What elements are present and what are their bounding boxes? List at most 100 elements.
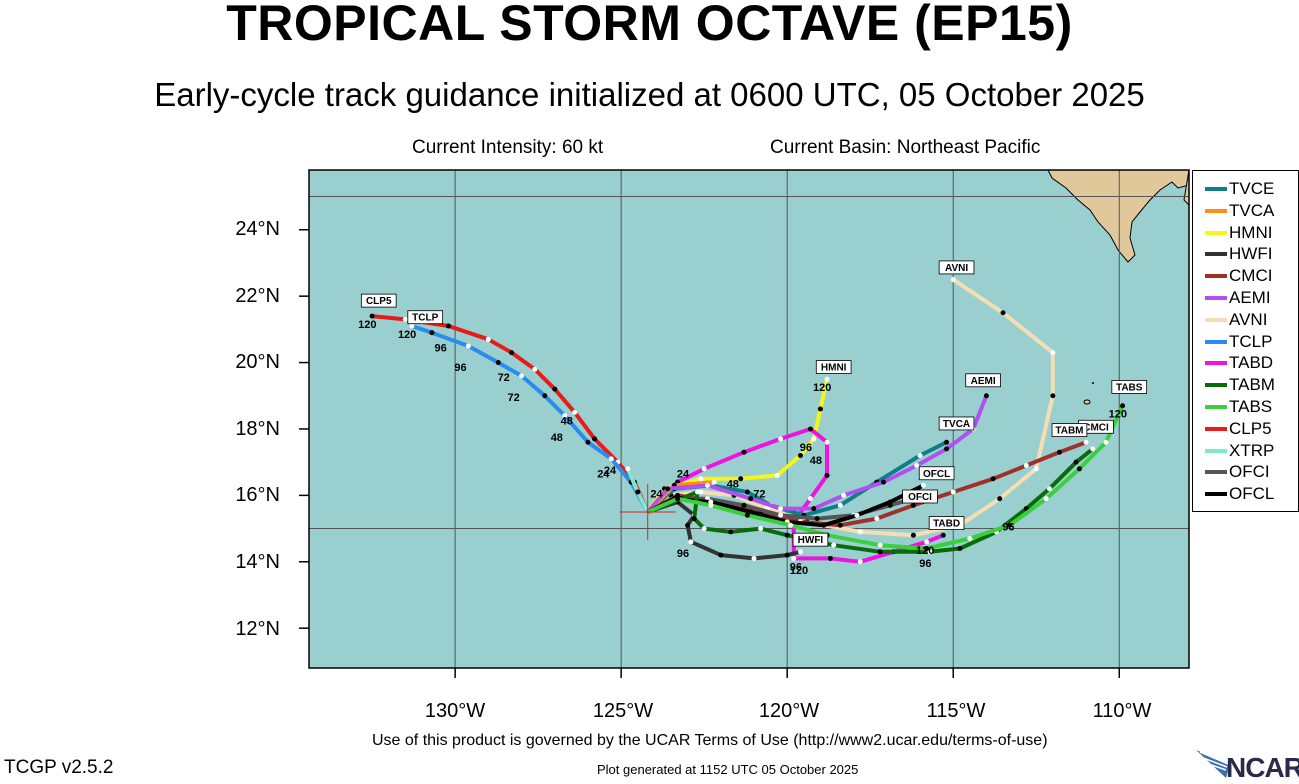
track-point bbox=[817, 406, 823, 412]
lat-label: 20°N bbox=[235, 351, 280, 373]
track-point bbox=[854, 512, 860, 518]
svg-text:TABS: TABS bbox=[1116, 382, 1143, 393]
forecast-hour-label: 96 bbox=[434, 342, 446, 354]
track-point bbox=[944, 446, 950, 452]
track-point bbox=[1083, 439, 1089, 445]
track-point bbox=[519, 373, 525, 379]
track-point bbox=[1007, 522, 1013, 528]
track-point bbox=[1043, 496, 1049, 502]
track-point bbox=[369, 313, 375, 319]
track-clp5 bbox=[371, 314, 650, 513]
forecast-hour-label: 120 bbox=[358, 319, 376, 331]
track-point bbox=[857, 529, 863, 535]
track-point bbox=[409, 323, 415, 329]
svg-text:TCLP: TCLP bbox=[412, 313, 438, 324]
model-tag-hwfi: HWFI bbox=[792, 532, 829, 547]
land-baja-california bbox=[1047, 170, 1189, 263]
track-point bbox=[967, 536, 973, 542]
track-point bbox=[877, 542, 883, 548]
track-point bbox=[625, 466, 631, 472]
legend-swatch bbox=[1205, 361, 1227, 366]
legend-swatch bbox=[1205, 448, 1227, 453]
track-point bbox=[744, 489, 750, 495]
legend-label: CLP5 bbox=[1229, 418, 1272, 438]
track-point bbox=[728, 529, 734, 535]
track-point bbox=[1033, 466, 1039, 472]
track-point bbox=[711, 479, 717, 485]
legend-swatch bbox=[1205, 339, 1227, 344]
legend-item-clp5: CLP5 bbox=[1205, 418, 1272, 440]
track-point bbox=[811, 506, 817, 512]
track-point bbox=[665, 486, 671, 492]
track-point bbox=[797, 549, 803, 555]
legend-item-tabm: TABM bbox=[1205, 374, 1275, 396]
legend-item-ofcl: OFCL bbox=[1205, 483, 1274, 505]
legend-label: TCLP bbox=[1229, 331, 1273, 351]
track-point bbox=[791, 555, 797, 561]
track-point bbox=[957, 545, 963, 551]
model-tag-avni: AVNI bbox=[938, 260, 975, 275]
page-title: TROPICAL STORM OCTAVE (EP15) bbox=[226, 0, 1073, 51]
track-point bbox=[917, 453, 923, 459]
legend-item-xtrp: XTRP bbox=[1205, 440, 1274, 462]
svg-text:HWFI: HWFI bbox=[798, 535, 824, 546]
track-point bbox=[990, 476, 996, 482]
legend-label: HMNI bbox=[1229, 222, 1273, 242]
track-point bbox=[1047, 486, 1053, 492]
track-point bbox=[784, 532, 790, 538]
legend-swatch bbox=[1205, 470, 1227, 475]
legend-label: HWFI bbox=[1229, 244, 1273, 264]
track-point bbox=[552, 386, 558, 392]
track-point bbox=[701, 466, 707, 472]
forecast-hour-label: 120 bbox=[790, 565, 808, 577]
forecast-hour-label: 72 bbox=[508, 392, 520, 404]
track-point bbox=[824, 472, 830, 478]
track-point bbox=[924, 539, 930, 545]
track-point bbox=[1090, 446, 1096, 452]
forecast-hour-label: 96 bbox=[454, 362, 466, 374]
forecast-hour-label: 24 bbox=[604, 465, 617, 477]
legend-item-tabd: TABD bbox=[1205, 352, 1273, 374]
model-tag-tabs: TABS bbox=[1111, 380, 1148, 394]
legend-item-hwfi: HWFI bbox=[1205, 243, 1272, 265]
track-point bbox=[592, 436, 598, 442]
track-point bbox=[1076, 466, 1082, 472]
legend-label: CMCI bbox=[1229, 266, 1273, 286]
legend-label: OFCI bbox=[1229, 462, 1270, 482]
legend-swatch bbox=[1205, 426, 1227, 431]
track-point bbox=[741, 449, 747, 455]
lat-label: 16°N bbox=[235, 484, 280, 506]
track-point bbox=[821, 522, 827, 528]
track-point bbox=[704, 482, 710, 488]
forecast-hour-label: 24 bbox=[677, 468, 690, 480]
track-point bbox=[465, 343, 471, 349]
track-point bbox=[950, 277, 956, 283]
svg-text:CLP5: CLP5 bbox=[366, 296, 392, 307]
track-point bbox=[827, 555, 833, 561]
legend-item-tvce: TVCE bbox=[1205, 178, 1274, 200]
legend-item-avni: AVNI bbox=[1205, 309, 1267, 331]
lon-label: 125°W bbox=[592, 700, 654, 722]
track-point bbox=[877, 549, 883, 555]
legend-item-tvca: TVCA bbox=[1205, 200, 1274, 222]
model-tag-tclp: TCLP bbox=[407, 310, 444, 325]
track-point bbox=[1120, 403, 1126, 409]
svg-text:OFCL: OFCL bbox=[923, 469, 950, 480]
forecast-hour-label: 72 bbox=[498, 372, 510, 384]
track-point bbox=[910, 532, 916, 538]
track-point bbox=[874, 516, 880, 522]
model-tag-ofci: OFCI bbox=[902, 489, 938, 504]
lon-label: 120°W bbox=[758, 700, 820, 722]
lon-label: 130°W bbox=[424, 700, 486, 722]
track-point bbox=[1023, 462, 1029, 468]
forecast-hour-label: 120 bbox=[916, 545, 934, 557]
track-point bbox=[857, 559, 863, 565]
track-point bbox=[708, 502, 714, 508]
track-point bbox=[824, 376, 830, 382]
track-point bbox=[997, 496, 1003, 502]
forecast-hour-label: 96 bbox=[1002, 522, 1014, 534]
track-point bbox=[698, 476, 704, 482]
track-point bbox=[532, 366, 538, 372]
model-tag-aemi: AEMI bbox=[965, 373, 1001, 388]
track-point bbox=[940, 532, 946, 538]
